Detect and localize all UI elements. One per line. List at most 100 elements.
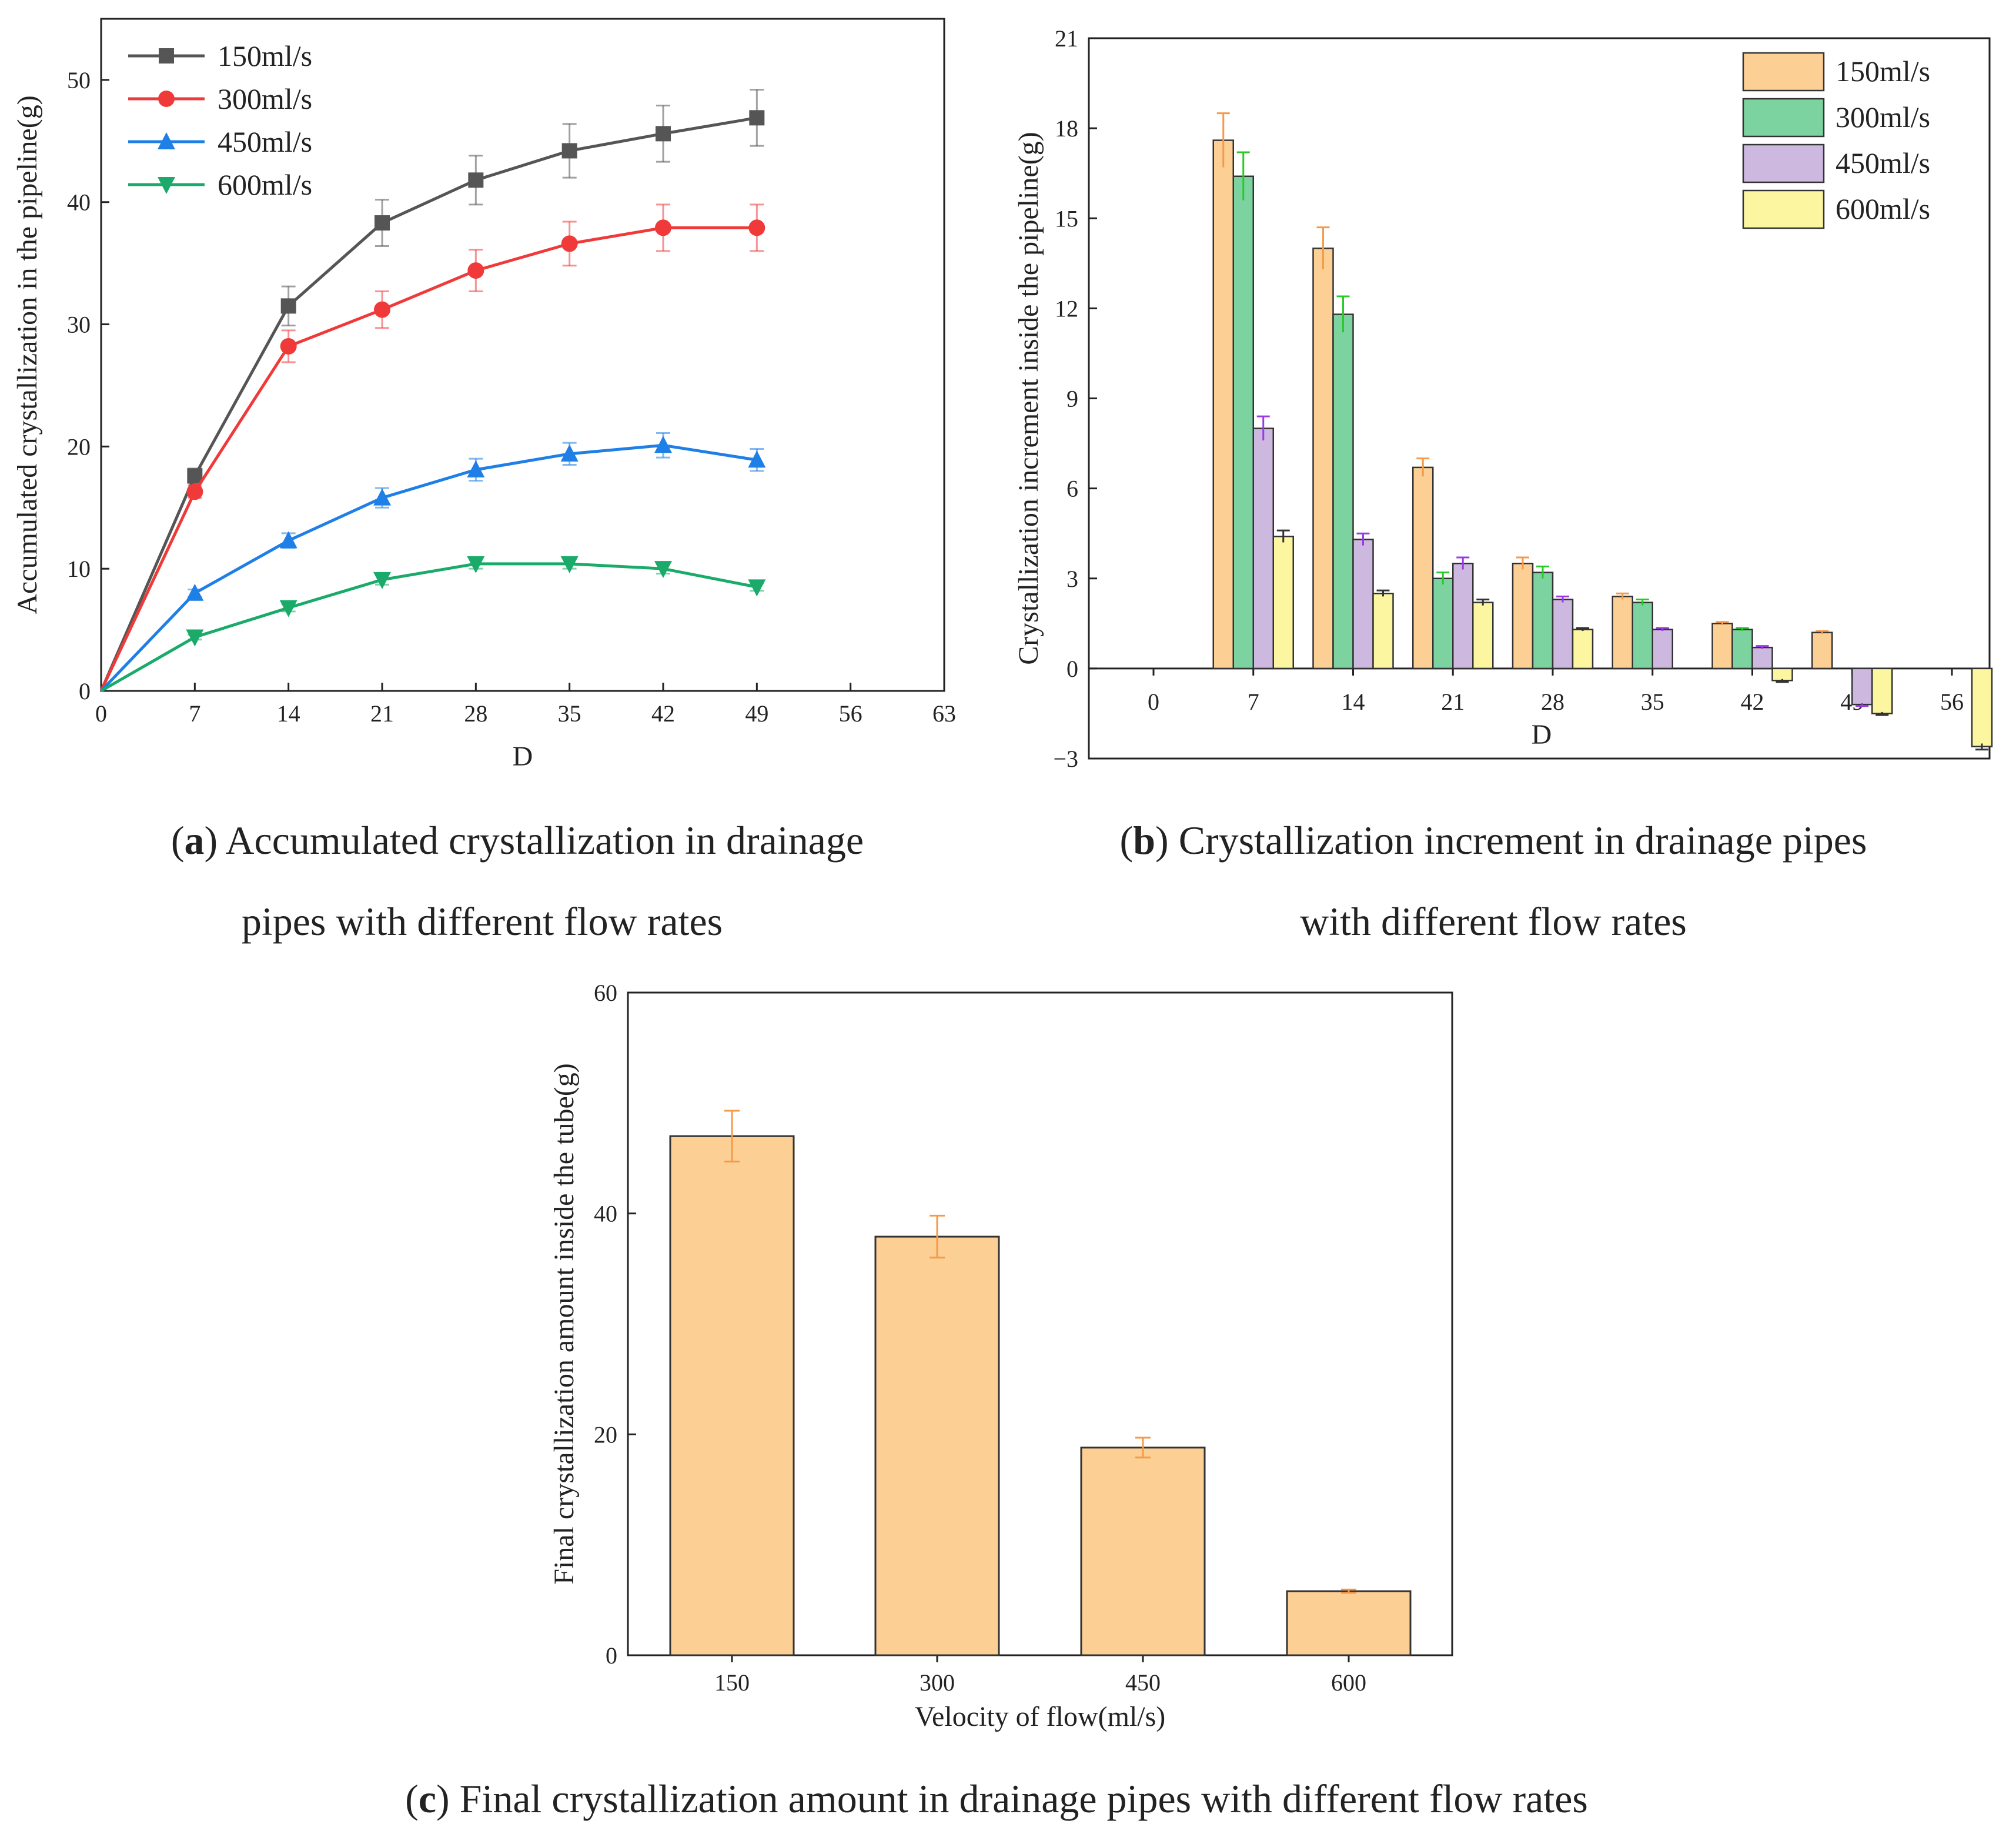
- bar: [1332, 313, 1354, 670]
- chart-b: −30369121518210714212835424956DCrystalli…: [1013, 25, 1993, 772]
- x-tick-label-c: 600: [1331, 1669, 1366, 1696]
- data-point-marker: [560, 444, 579, 462]
- x-tick-label-a: 63: [932, 700, 956, 727]
- y-tick-label-b: 21: [1055, 25, 1078, 52]
- legend-label: 300ml/s: [218, 82, 312, 115]
- legend-label: 600ml/s: [1836, 192, 1930, 225]
- x-tick-label-a: 42: [651, 700, 675, 727]
- y-tick-label-c: 20: [594, 1421, 617, 1448]
- series-a-600ml/s: 600ml/s: [100, 168, 766, 693]
- series-line: [99, 226, 757, 692]
- series-a-300ml/s: 300ml/s: [99, 82, 765, 692]
- series-line: [99, 116, 757, 692]
- y-tick-label-b: 6: [1066, 476, 1078, 502]
- data-point-marker: [467, 262, 484, 279]
- data-point-marker: [374, 301, 390, 318]
- x-tick-label-a: 0: [95, 700, 107, 727]
- data-point-marker: [467, 556, 485, 573]
- y-tick-label-a: 30: [67, 312, 91, 338]
- bar: [1252, 427, 1274, 670]
- caption-b-line2: with different flow rates: [1300, 899, 1687, 944]
- x-tick-label-b: 56: [1940, 689, 1964, 715]
- x-tick-label-a: 28: [464, 700, 487, 727]
- x-axis-label-c: Velocity of flow(ml/s): [915, 1701, 1166, 1732]
- x-axis-label-a: D: [513, 741, 533, 772]
- caption-c-text1: Final crystallization amount in drainage…: [450, 1776, 1588, 1821]
- y-tick-label-b: −3: [1053, 746, 1078, 772]
- bar: [1552, 599, 1574, 670]
- y-tick-label-a: 40: [67, 189, 91, 216]
- x-tick-label-b: 42: [1741, 689, 1764, 715]
- caption-b-text1: Crystallization increment in drainage pi…: [1169, 818, 1867, 863]
- y-tick-label-a: 0: [79, 678, 91, 704]
- plot-frame-a: [100, 18, 945, 692]
- y-tick-label-a: 20: [67, 433, 91, 460]
- bar: [1272, 536, 1294, 670]
- bar: [1080, 1447, 1206, 1656]
- caption-c-line1: (c) Final crystallization amount in drai…: [405, 1776, 1588, 1821]
- x-tick-label-a: 14: [277, 700, 300, 727]
- legend-swatch: [1742, 189, 1825, 229]
- data-point-marker: [561, 143, 577, 159]
- bar: [1512, 562, 1534, 670]
- y-axis-label-c: Final crystallization amount inside the …: [549, 1063, 580, 1584]
- bar: [1432, 577, 1454, 670]
- series-b-600ml/s: 600ml/s: [1272, 189, 1993, 751]
- bar: [1971, 667, 1993, 747]
- x-tick-label-c: 150: [714, 1669, 750, 1696]
- x-tick-label-b: 0: [1148, 689, 1159, 715]
- bar: [1612, 596, 1633, 670]
- bar: [1731, 629, 1753, 670]
- caption-c-label: c: [419, 1776, 436, 1821]
- series-line: [100, 562, 757, 693]
- legend-label: 600ml/s: [218, 168, 312, 201]
- y-tick-label-c: 40: [594, 1201, 617, 1227]
- data-point-marker: [467, 460, 485, 477]
- data-point-marker: [279, 531, 297, 549]
- data-point-marker: [158, 132, 175, 149]
- data-point-marker: [373, 488, 391, 506]
- series-b-150ml/s: 150ml/s: [1212, 52, 1930, 670]
- y-tick-label-a: 10: [67, 556, 91, 582]
- x-tick-label-b: 21: [1441, 689, 1465, 715]
- y-tick-label-b: 15: [1055, 205, 1078, 232]
- series-b-300ml/s: 300ml/s: [1232, 98, 1930, 670]
- bar: [1771, 667, 1793, 682]
- data-point-marker: [560, 556, 579, 573]
- x-tick-label-c: 300: [920, 1669, 955, 1696]
- bar: [669, 1135, 795, 1656]
- bar: [1352, 539, 1374, 670]
- bar: [1811, 632, 1833, 670]
- data-point-marker: [375, 215, 390, 231]
- y-axis-label-a: Accumulated crystallization in the pipel…: [12, 95, 43, 614]
- data-point-marker: [468, 172, 484, 188]
- y-tick-label-b: 9: [1066, 386, 1078, 412]
- bar: [1452, 562, 1474, 670]
- caption-a-line2: pipes with different flow rates: [242, 899, 723, 944]
- bar: [1212, 139, 1234, 670]
- data-point-marker: [158, 91, 175, 107]
- legend-label: 150ml/s: [218, 39, 312, 72]
- caption-a-text1: Accumulated crystallization in drainage: [218, 818, 864, 863]
- y-tick-label-b: 18: [1055, 115, 1078, 142]
- data-point-marker: [654, 436, 672, 453]
- x-tick-label-a: 21: [370, 700, 394, 727]
- bar: [1286, 1590, 1412, 1656]
- bar: [1651, 629, 1673, 670]
- chart-a: 0 7 14 21 28 35 42 49 56 63 0 10 20 30 40 50 D Accumulate…: [12, 18, 956, 772]
- x-tick-label-a: 49: [745, 700, 768, 727]
- bar: [1472, 602, 1494, 670]
- bar: [1572, 629, 1594, 670]
- caption-a-label: a: [185, 818, 205, 863]
- legend-label: 450ml/s: [218, 125, 312, 158]
- data-point-marker: [654, 561, 672, 579]
- x-tick-label-b: 35: [1641, 689, 1664, 715]
- series-b-450ml/s: 450ml/s: [1252, 143, 1930, 707]
- series-a-450ml/s: 450ml/s: [100, 125, 766, 692]
- data-point-marker: [655, 219, 671, 236]
- bar: [1851, 667, 1873, 706]
- bar: [1372, 593, 1394, 670]
- bar: [1631, 602, 1653, 670]
